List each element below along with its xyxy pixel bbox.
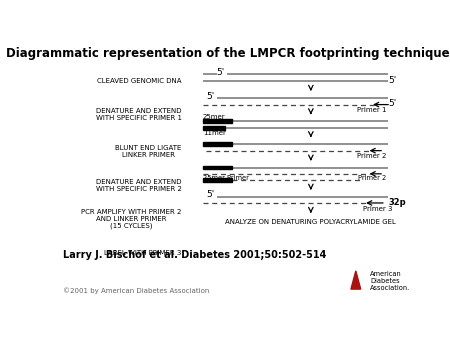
Text: 5': 5' <box>206 190 215 199</box>
Text: American
Diabetes
Association.: American Diabetes Association. <box>370 271 410 291</box>
Text: 5': 5' <box>389 99 397 108</box>
Text: Diagrammatic representation of the LMPCR footprinting technique.: Diagrammatic representation of the LMPCR… <box>6 47 450 60</box>
Text: CLEAVED GENOMIC DNA: CLEAVED GENOMIC DNA <box>97 78 182 84</box>
Text: Primer 2: Primer 2 <box>358 175 387 182</box>
Text: Primer 2: Primer 2 <box>357 153 387 160</box>
Text: LABEL WITH PRIMER 3: LABEL WITH PRIMER 3 <box>104 250 182 256</box>
Text: 5': 5' <box>217 68 225 77</box>
Text: ©2001 by American Diabetes Association: ©2001 by American Diabetes Association <box>63 287 210 294</box>
Bar <box>202 166 232 169</box>
Bar <box>202 178 232 182</box>
Text: Larry J. Bischof et al. Diabetes 2001;50:502-514: Larry J. Bischof et al. Diabetes 2001;50… <box>63 250 327 260</box>
Text: Primer 3: Primer 3 <box>363 206 393 212</box>
Text: ANALYZE ON DENATURING POLYACRYLAMIDE GEL: ANALYZE ON DENATURING POLYACRYLAMIDE GEL <box>225 219 396 224</box>
Polygon shape <box>351 271 361 289</box>
Bar <box>202 119 232 123</box>
Text: PCR AMPLIFY WITH PRIMER 2
AND LINKER PRIMER
(15 CYCLES): PCR AMPLIFY WITH PRIMER 2 AND LINKER PRI… <box>81 209 182 229</box>
Bar <box>202 142 232 146</box>
Text: Primer 1: Primer 1 <box>357 107 387 113</box>
Bar <box>202 126 225 129</box>
Text: 32p: 32p <box>389 198 406 208</box>
Text: 25mer Primer: 25mer Primer <box>203 175 249 182</box>
Text: BLUNT END LIGATE
LINKER PRIMER: BLUNT END LIGATE LINKER PRIMER <box>115 145 182 158</box>
Text: 25mer: 25mer <box>202 114 225 120</box>
Text: DENATURE AND EXTEND
WITH SPECIFIC PRIMER 2: DENATURE AND EXTEND WITH SPECIFIC PRIMER… <box>96 178 182 192</box>
Text: 5': 5' <box>389 76 397 86</box>
Text: 5': 5' <box>206 92 215 101</box>
Text: 11mer: 11mer <box>202 130 225 136</box>
Text: DENATURE AND EXTEND
WITH SPECIFIC PRIMER 1: DENATURE AND EXTEND WITH SPECIFIC PRIMER… <box>96 108 182 121</box>
